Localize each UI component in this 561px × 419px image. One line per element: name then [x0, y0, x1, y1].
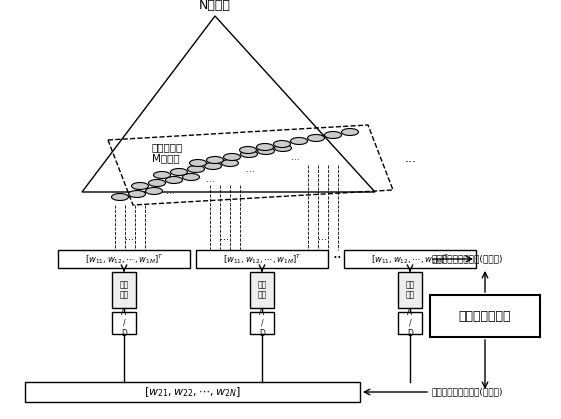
Text: ...: ... — [405, 152, 417, 165]
Ellipse shape — [112, 194, 128, 201]
Text: ...: ... — [220, 232, 229, 242]
Ellipse shape — [223, 153, 241, 160]
Ellipse shape — [206, 157, 223, 163]
Text: 射频
通道: 射频 通道 — [119, 280, 128, 300]
Text: 一级阵对应的权矢量(樗拟域): 一级阵对应的权矢量(樗拟域) — [432, 254, 504, 264]
Bar — [250, 272, 274, 308]
Bar — [58, 250, 190, 268]
Ellipse shape — [171, 168, 187, 176]
Ellipse shape — [342, 129, 358, 135]
Text: N个子阵: N个子阵 — [199, 0, 231, 12]
Ellipse shape — [205, 163, 222, 170]
Text: 射频
通道: 射频 通道 — [257, 280, 266, 300]
Bar — [344, 250, 476, 268]
Ellipse shape — [145, 187, 163, 194]
Text: $[w_{11}, w_{12}, \cdots, w_{1M}]^T$: $[w_{11}, w_{12}, \cdots, w_{1M}]^T$ — [371, 252, 449, 266]
Ellipse shape — [324, 132, 342, 139]
Text: ...: ... — [165, 186, 174, 196]
Text: $[w_{21}, w_{22}, \cdots, w_{2N}]$: $[w_{21}, w_{22}, \cdots, w_{2N}]$ — [144, 385, 241, 399]
Ellipse shape — [240, 147, 256, 153]
Text: $[w_{11}, w_{12}, \cdots, w_{1M}]^T$: $[w_{11}, w_{12}, \cdots, w_{1M}]^T$ — [85, 252, 163, 266]
Bar — [112, 272, 136, 308]
Bar — [25, 382, 360, 402]
Text: ...: ... — [291, 153, 300, 163]
Bar — [112, 312, 136, 334]
Text: 射频
通道: 射频 通道 — [406, 280, 415, 300]
Text: A
/
D: A / D — [121, 308, 127, 338]
Text: ...: ... — [126, 232, 135, 242]
Text: 每个子阵有
M个阵元: 每个子阵有 M个阵元 — [152, 142, 183, 163]
Ellipse shape — [154, 171, 171, 178]
Text: ··: ·· — [332, 251, 342, 266]
Ellipse shape — [291, 137, 307, 145]
Ellipse shape — [190, 160, 206, 166]
Text: 二级阵对应的权矢量(数字域): 二级阵对应的权矢量(数字域) — [432, 388, 504, 396]
Text: A
/
D: A / D — [259, 308, 265, 338]
Ellipse shape — [274, 140, 291, 147]
Ellipse shape — [131, 183, 149, 189]
Ellipse shape — [222, 160, 238, 166]
Ellipse shape — [128, 191, 145, 197]
Ellipse shape — [274, 145, 292, 152]
Text: $[w_{11}, w_{12}, \cdots, w_{1M}]^T$: $[w_{11}, w_{12}, \cdots, w_{1M}]^T$ — [223, 252, 301, 266]
Text: 抗干扰处理模块: 抗干扰处理模块 — [459, 310, 511, 323]
Ellipse shape — [257, 147, 274, 155]
Bar — [398, 312, 422, 334]
Text: ...: ... — [206, 176, 214, 184]
Ellipse shape — [307, 134, 324, 142]
Text: A
/
D: A / D — [407, 308, 413, 338]
Text: ...: ... — [319, 232, 328, 242]
Bar — [196, 250, 328, 268]
Ellipse shape — [149, 179, 165, 186]
Ellipse shape — [165, 176, 182, 184]
Text: ...: ... — [246, 165, 254, 173]
Ellipse shape — [187, 166, 205, 173]
Ellipse shape — [256, 143, 274, 150]
Bar — [398, 272, 422, 308]
Ellipse shape — [182, 173, 200, 181]
Ellipse shape — [241, 150, 257, 158]
Bar — [430, 295, 540, 337]
Bar — [250, 312, 274, 334]
